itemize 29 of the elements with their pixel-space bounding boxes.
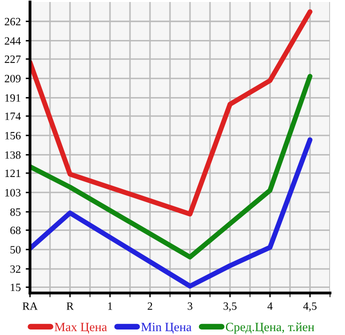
y-tick-label: 68 [10, 226, 21, 234]
x-tick-label: 3 [188, 302, 192, 310]
legend-label: Min Цена [141, 322, 192, 334]
y-tick-label: 174 [5, 112, 21, 120]
legend-label: Max Цена [54, 322, 107, 334]
y-tick-label: 15 [10, 284, 21, 292]
x-tick-label: 2 [148, 302, 152, 310]
line-series [30, 137, 312, 289]
y-tick-label: 156 [5, 132, 21, 140]
y-tick-label: 103 [5, 188, 21, 196]
y-tick-label: 138 [5, 151, 21, 159]
x-tick-label: R [66, 302, 74, 310]
line-series [30, 74, 312, 260]
y-tick-label: 209 [4, 74, 21, 82]
x-tick-label: 1 [108, 302, 112, 310]
y-tick-label: 85 [10, 208, 21, 216]
x-tick-label: 4 [267, 302, 273, 310]
y-tick-label: 191 [5, 94, 20, 102]
x-tick-label: 4,5 [303, 302, 317, 312]
y-tick-label: 262 [4, 18, 20, 26]
x-tick-label: RA [22, 302, 38, 310]
y-tick-label: 50 [10, 246, 21, 254]
y-tick-label: 32 [10, 265, 20, 273]
line-series [30, 9, 312, 216]
y-tick-label: 121 [5, 170, 20, 177]
y-tick-label: 244 [4, 37, 21, 45]
y-tick-label: 227 [4, 56, 21, 63]
x-tick-label: 3,5 [224, 302, 237, 312]
legend-label: Сред.Цена, т.йен [226, 322, 314, 334]
